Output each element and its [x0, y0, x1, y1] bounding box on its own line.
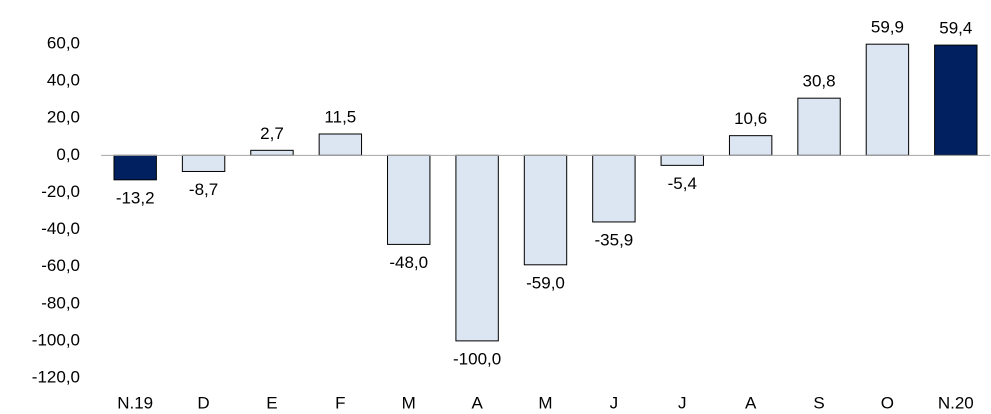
- bar: [455, 154, 499, 342]
- y-tick-label: 40,0: [47, 71, 80, 90]
- value-label: -8,7: [189, 180, 218, 199]
- value-label: 10,6: [734, 109, 767, 128]
- bar: [250, 149, 294, 156]
- x-tick-label: S: [813, 393, 824, 412]
- y-tick-label: 20,0: [47, 108, 80, 127]
- bar: [934, 44, 978, 156]
- y-tick-label: -80,0: [41, 293, 80, 312]
- y-tick-label: -60,0: [41, 256, 80, 275]
- x-tick-label: N.20: [938, 393, 974, 412]
- bar: [523, 154, 568, 266]
- x-tick-label: J: [610, 393, 619, 412]
- x-tick-label: A: [745, 393, 757, 412]
- y-tick-label: -100,0: [32, 330, 80, 349]
- value-label: -100,0: [453, 349, 501, 368]
- bar: [592, 154, 636, 223]
- value-label: -5,4: [668, 174, 697, 193]
- value-label: 59,9: [871, 18, 904, 37]
- value-label: -48,0: [389, 253, 428, 272]
- value-label: 59,4: [939, 19, 972, 38]
- x-tick-label: M: [402, 393, 416, 412]
- bar: [660, 154, 704, 166]
- y-tick-label: -120,0: [32, 367, 80, 386]
- y-tick-label: 60,0: [47, 33, 80, 52]
- x-tick-label: O: [881, 393, 894, 412]
- bar: [797, 97, 841, 156]
- x-tick-label: E: [266, 393, 277, 412]
- y-tick-label: 0,0: [56, 145, 80, 164]
- y-tick-label: -40,0: [41, 219, 80, 238]
- bar: [865, 43, 910, 156]
- bar: [387, 154, 431, 245]
- y-tick-label: -20,0: [41, 182, 80, 201]
- x-tick-label: M: [538, 393, 552, 412]
- bar: [318, 133, 363, 156]
- value-label: -13,2: [116, 188, 155, 207]
- x-tick-label: F: [335, 393, 345, 412]
- x-tick-label: J: [678, 393, 687, 412]
- value-label: 30,8: [802, 72, 835, 91]
- value-label: 11,5: [324, 107, 356, 126]
- x-tick-label: A: [471, 393, 483, 412]
- value-label: -35,9: [595, 230, 634, 249]
- x-tick-label: N.19: [117, 393, 153, 412]
- bar: [728, 135, 773, 156]
- value-label: -59,0: [526, 273, 565, 292]
- bar: [181, 154, 226, 172]
- bar: [113, 154, 157, 181]
- value-label: 2,7: [260, 124, 284, 143]
- x-tick-label: D: [197, 393, 209, 412]
